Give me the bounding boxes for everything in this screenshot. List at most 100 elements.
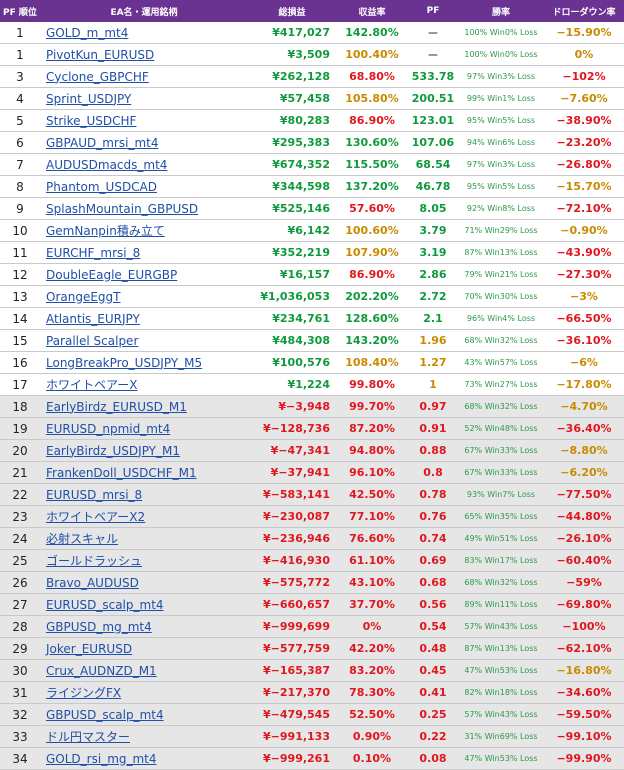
total-profit-cell: ¥−3,948 [248,395,336,418]
return-rate-cell: 115.50% [336,153,408,176]
return-rate-cell: 68.80% [336,65,408,88]
drawdown-cell: −27.30% [544,263,624,286]
ea-name-link[interactable]: GBPUSD_mg_mt4 [46,619,152,634]
pf-cell: 0.91 [408,417,458,440]
total-profit-cell: ¥−999,699 [248,615,336,638]
ea-name-cell: Phantom_USDCAD [40,175,248,198]
table-row: 24 必射スキャル ¥−236,946 76.60% 0.74 49% Win51% Lo… [0,527,624,550]
ea-name-cell: Cyclone_GBPCHF [40,65,248,88]
drawdown-cell: −23.20% [544,131,624,154]
drawdown-cell: −26.80% [544,153,624,176]
total-profit-cell: ¥−230,087 [248,505,336,528]
rank-cell: 7 [0,153,40,176]
win-rate-cell: 67% Win33% Loss [458,461,544,484]
ea-name-link[interactable]: Crux_AUDNZD_M1 [46,663,157,678]
ea-name-link[interactable]: EURUSD_scalp_mt4 [46,597,164,612]
win-rate-cell: 93% Win7% Loss [458,483,544,506]
ea-name-link[interactable]: FrankenDoll_USDCHF_M1 [46,465,197,480]
rank-cell: 34 [0,747,40,770]
ea-name-link[interactable]: EURUSD_mrsi_8 [46,487,143,502]
rank-cell: 19 [0,417,40,440]
pf-cell: 8.05 [408,197,458,220]
ea-name-link[interactable]: Bravo_AUDUSD [46,575,139,590]
ea-name-link[interactable]: Sprint_USDJPY [46,91,132,106]
total-profit-cell: ¥−37,941 [248,461,336,484]
ea-name-link[interactable]: DoubleEagle_EURGBP [46,267,178,282]
ea-name-link[interactable]: Parallel Scalper [46,333,139,348]
ea-name-cell: Atlantis_EURJPY [40,307,248,330]
ea-name-link[interactable]: EURCHF_mrsi_8 [46,245,141,260]
ea-name-cell: GemNanpin積み立て [40,219,248,242]
ea-name-link[interactable]: ホワイトベアーX2 [46,510,146,524]
ea-name-link[interactable]: OrangeEggT [46,289,121,304]
drawdown-cell: −15.70% [544,175,624,198]
return-rate-cell: 42.50% [336,483,408,506]
return-rate-cell: 87.20% [336,417,408,440]
ea-name-cell: EURUSD_mrsi_8 [40,483,248,506]
ea-name-cell: GBPUSD_scalp_mt4 [40,703,248,726]
win-rate-cell: 67% Win33% Loss [458,439,544,462]
win-rate-cell: 94% Win6% Loss [458,131,544,154]
ea-name-link[interactable]: 必射スキャル [46,532,119,546]
win-rate-cell: 49% Win51% Loss [458,527,544,550]
ea-name-cell: GOLD_rsi_mg_mt4 [40,747,248,770]
ea-name-link[interactable]: GBPUSD_scalp_mt4 [46,707,164,722]
ea-name-link[interactable]: EarlyBirdz_USDJPY_M1 [46,443,180,458]
ea-name-cell: ゴールドラッシュ [40,549,248,572]
ea-name-link[interactable]: LongBreakPro_USDJPY_M5 [46,355,203,370]
ea-name-cell: FrankenDoll_USDCHF_M1 [40,461,248,484]
ea-name-link[interactable]: PivotKun_EURUSD [46,47,155,62]
win-rate-cell: 43% Win57% Loss [458,351,544,374]
total-profit-cell: ¥−217,370 [248,681,336,704]
rank-cell: 26 [0,571,40,594]
ea-name-link[interactable]: Cyclone_GBPCHF [46,69,149,84]
ea-name-link[interactable]: Atlantis_EURJPY [46,311,140,326]
ea-name-link[interactable]: ホワイトベアーX [46,378,138,392]
return-rate-cell: 61.10% [336,549,408,572]
ea-name-link[interactable]: GemNanpin積み立て [46,224,165,238]
drawdown-cell: 0% [544,43,624,66]
table-body: 1 GOLD_m_mt4 ¥417,027 142.80% ー 100% Win0% Lo… [0,22,624,770]
pf-cell: 0.54 [408,615,458,638]
total-profit-cell: ¥16,157 [248,263,336,286]
drawdown-cell: −44.80% [544,505,624,528]
win-rate-cell: 47% Win53% Loss [458,659,544,682]
ea-name-link[interactable]: ゴールドラッシュ [46,554,143,568]
ea-name-link[interactable]: GBPAUD_mrsi_mt4 [46,135,159,150]
table-row: 29 Joker_EURUSD ¥−577,759 42.20% 0.48 87% Win… [0,637,624,660]
ea-name-link[interactable]: GOLD_m_mt4 [46,25,129,40]
table-row: 5 Strike_USDCHF ¥80,283 86.90% 123.01 95% Win… [0,109,624,132]
ea-name-link[interactable]: Strike_USDCHF [46,113,137,128]
total-profit-cell: ¥525,146 [248,197,336,220]
drawdown-cell: −99.90% [544,747,624,770]
win-rate-cell: 47% Win53% Loss [458,747,544,770]
ea-name-cell: GBPUSD_mg_mt4 [40,615,248,638]
ea-name-cell: ドル円マスター [40,725,248,748]
table-header-row: PF 順位 EA名・運用銘柄 総損益 収益率 PF 勝率 ドローダウン率 [0,0,624,22]
win-rate-cell: 97% Win3% Loss [458,153,544,176]
ea-name-link[interactable]: GOLD_rsi_mg_mt4 [46,751,157,766]
rank-cell: 21 [0,461,40,484]
rank-cell: 6 [0,131,40,154]
ea-name-cell: ホワイトベアーX2 [40,505,248,528]
ea-name-link[interactable]: AUDUSDmacds_mt4 [46,157,168,172]
ea-name-link[interactable]: EarlyBirdz_EURUSD_M1 [46,399,187,414]
total-profit-cell: ¥344,598 [248,175,336,198]
win-rate-cell: 31% Win69% Loss [458,725,544,748]
header-total-profit: 総損益 [248,0,336,22]
ea-name-link[interactable]: EURUSD_npmid_mt4 [46,421,171,436]
table-row: 11 EURCHF_mrsi_8 ¥352,219 107.90% 3.19 87% Wi… [0,241,624,264]
ea-name-link[interactable]: ドル円マスター [46,730,131,744]
ea-name-link[interactable]: ライジングFX [46,686,122,700]
ea-name-link[interactable]: Joker_EURUSD [46,641,133,656]
pf-cell: 46.78 [408,175,458,198]
ea-name-cell: AUDUSDmacds_mt4 [40,153,248,176]
ea-name-link[interactable]: Phantom_USDCAD [46,179,158,194]
ea-name-link[interactable]: SplashMountain_GBPUSD [46,201,199,216]
ea-name-cell: EarlyBirdz_EURUSD_M1 [40,395,248,418]
table-row: 25 ゴールドラッシュ ¥−416,930 61.10% 0.69 83% Win17% … [0,549,624,572]
total-profit-cell: ¥352,219 [248,241,336,264]
pf-cell: 0.78 [408,483,458,506]
drawdown-cell: −72.10% [544,197,624,220]
rank-cell: 15 [0,329,40,352]
